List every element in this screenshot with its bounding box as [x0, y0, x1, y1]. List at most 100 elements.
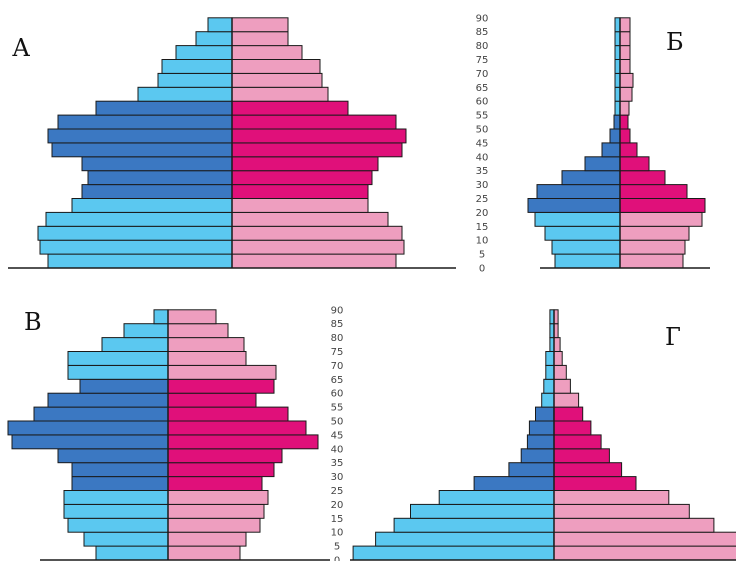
bar-left [51, 142, 233, 158]
age-tick-label: 60 [331, 389, 344, 400]
bar-left [545, 364, 555, 380]
bar-left [67, 517, 169, 533]
bar-left [95, 545, 169, 561]
bar-left [95, 100, 233, 116]
panel-a-label: А [12, 34, 30, 62]
bar-left [57, 114, 233, 130]
bar-left [544, 225, 621, 241]
bar-right [167, 364, 277, 380]
bar-right [619, 170, 666, 186]
bar-right [231, 184, 369, 200]
bar-left [541, 392, 555, 408]
bar-right [619, 59, 631, 74]
bar-right [619, 184, 688, 200]
bar-left [123, 323, 169, 339]
pyramid-panel-b [527, 17, 710, 269]
panel-b-label: Б [666, 28, 684, 56]
bar-right [231, 86, 329, 102]
age-tick-label: 25 [476, 194, 489, 205]
age-tick-label: 55 [476, 111, 489, 122]
bar-left [57, 448, 169, 464]
age-tick-label: 45 [476, 138, 489, 149]
bar-left [67, 364, 169, 380]
bar-right [619, 45, 631, 60]
age-tick-label: 10 [476, 236, 489, 247]
bar-right [167, 448, 283, 464]
bar-right [619, 100, 630, 116]
bar-left [536, 184, 621, 200]
bar-right [167, 323, 229, 339]
bar-left [47, 253, 233, 269]
age-tick-label: 60 [476, 97, 489, 108]
bar-left [545, 351, 555, 366]
bar-left [63, 490, 169, 505]
bar-left [71, 462, 169, 478]
bar-right [167, 462, 275, 478]
bar-right [167, 531, 247, 547]
bar-left [551, 239, 621, 255]
age-tick-label: 80 [476, 41, 489, 52]
bar-right [231, 100, 349, 116]
bar-right [619, 72, 634, 88]
bar-right [231, 45, 303, 60]
age-tick-label: 25 [331, 486, 344, 497]
bar-left [37, 225, 233, 241]
bar-right [553, 545, 736, 561]
bar-left [613, 114, 621, 130]
bar-right [619, 142, 638, 158]
bar-right [553, 406, 584, 422]
bar-left [101, 337, 169, 353]
age-tick-label: 5 [334, 542, 340, 553]
bar-left [63, 503, 169, 519]
age-tick-label: 10 [331, 528, 344, 539]
age-tick-label: 0 [479, 264, 485, 275]
age-tick-label: 65 [476, 83, 489, 94]
age-tick-label: 35 [476, 166, 489, 177]
bar-right [231, 211, 389, 227]
bar-right [553, 378, 571, 394]
age-tick-label: 40 [476, 152, 489, 163]
age-tick-label: 75 [476, 55, 489, 66]
bar-right [231, 225, 403, 241]
bar-left [526, 434, 555, 450]
bar-right [231, 128, 407, 144]
bar-right [231, 198, 369, 213]
bar-left [81, 156, 233, 172]
bar-left [79, 378, 169, 394]
age-tick-label: 55 [331, 403, 344, 414]
bar-left [33, 406, 169, 422]
age-tick-label: 90 [476, 13, 489, 24]
bar-left [71, 198, 233, 213]
bar-right [231, 253, 397, 269]
bar-left [561, 170, 621, 186]
age-tick-label: 40 [331, 444, 344, 455]
bar-left [39, 239, 233, 255]
bar-left [195, 31, 233, 47]
bar-right [619, 225, 690, 241]
bar-right [167, 476, 263, 492]
bar-right [619, 211, 703, 227]
age-tick-label: 15 [331, 514, 344, 525]
bar-left [81, 184, 233, 200]
bar-right [167, 517, 261, 533]
bar-left [528, 420, 555, 436]
bar-right [167, 490, 269, 505]
bar-left [153, 309, 169, 325]
bar-left [601, 142, 621, 158]
bar-right [231, 239, 405, 255]
age-tick-label: 30 [476, 180, 489, 191]
bar-left [508, 462, 555, 478]
age-tick-label: 20 [476, 208, 489, 219]
bar-right [553, 531, 736, 547]
age-tick-label: 15 [476, 222, 489, 233]
bar-right [553, 503, 690, 519]
bar-right [553, 392, 580, 408]
bar-left [438, 490, 555, 505]
pyramid-panel-d [350, 309, 736, 561]
bar-right [553, 351, 563, 366]
bar-left [352, 545, 555, 561]
bar-right [167, 406, 289, 422]
age-tick-label: 90 [331, 305, 344, 316]
bar-right [553, 420, 592, 436]
bar-right [553, 462, 623, 478]
